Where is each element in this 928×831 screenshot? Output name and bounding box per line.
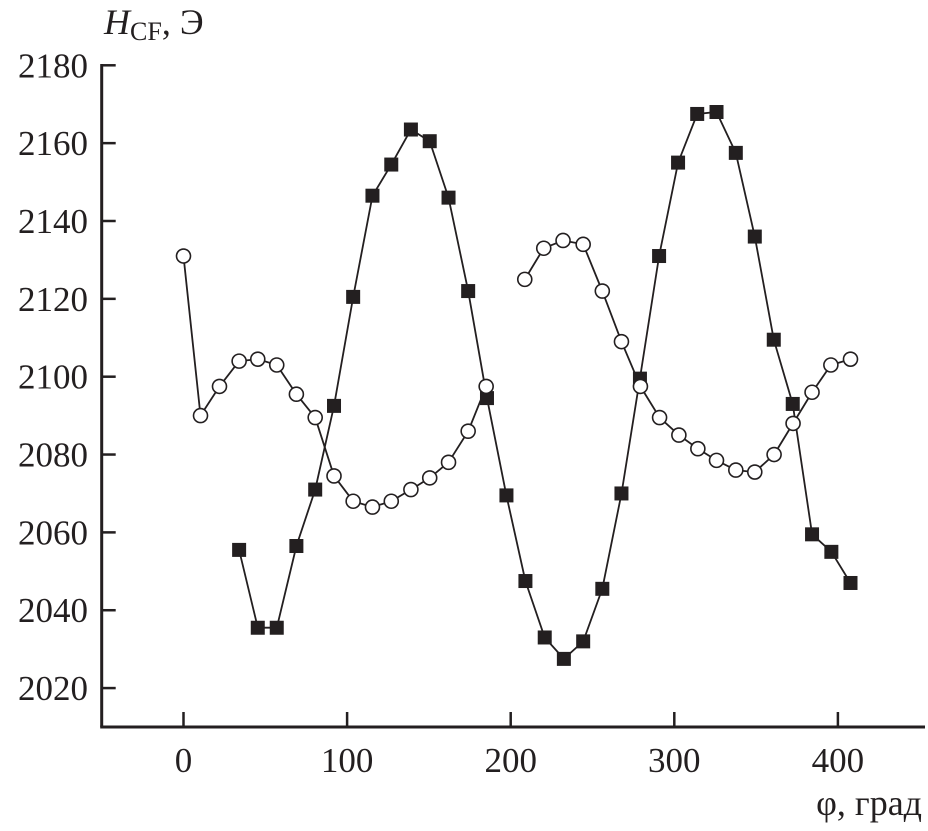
series-markers bbox=[175, 105, 859, 666]
y-tick-label: 2080 bbox=[18, 436, 88, 475]
circle-marker bbox=[211, 378, 228, 395]
square-marker bbox=[556, 651, 571, 666]
circle-marker bbox=[440, 454, 457, 471]
y-axis-label: HCF, Э bbox=[103, 2, 204, 46]
series-lines bbox=[182, 111, 852, 661]
circle-marker bbox=[671, 427, 687, 443]
square-marker bbox=[805, 527, 820, 542]
square-marker bbox=[269, 620, 284, 635]
square-marker bbox=[747, 229, 762, 244]
circle-marker bbox=[268, 357, 285, 373]
square-marker bbox=[441, 190, 456, 205]
y-tick-label: 2060 bbox=[18, 513, 88, 552]
square-marker bbox=[652, 249, 667, 264]
circle-marker bbox=[708, 452, 725, 469]
axes bbox=[100, 64, 925, 729]
circle-marker bbox=[690, 440, 706, 457]
x-tick-label: 300 bbox=[648, 741, 701, 780]
y-tick-label: 2020 bbox=[18, 669, 88, 708]
circle-marker bbox=[535, 240, 552, 257]
y-tick-label: 2040 bbox=[18, 591, 88, 630]
y-axis-label-main: H bbox=[103, 2, 132, 42]
square-marker bbox=[327, 398, 342, 413]
circle-marker bbox=[175, 248, 192, 264]
square-marker bbox=[518, 574, 533, 589]
circle-marker bbox=[249, 351, 266, 367]
y-tick-label: 2140 bbox=[18, 202, 88, 241]
circle-marker bbox=[326, 468, 342, 484]
circle-marker bbox=[594, 283, 611, 299]
x-tick-label: 0 bbox=[175, 741, 193, 780]
square-marker bbox=[824, 544, 839, 559]
square-marker bbox=[728, 145, 743, 160]
x-ticks: 0 100 200 300 400 bbox=[175, 712, 864, 780]
circle-marker bbox=[516, 271, 533, 288]
circle-marker bbox=[364, 499, 381, 515]
y-axis-label-sub: CF bbox=[130, 17, 162, 46]
circle-marker bbox=[383, 493, 400, 510]
circle-marker bbox=[192, 407, 209, 424]
circle-marker bbox=[766, 446, 782, 463]
circle-marker bbox=[575, 236, 591, 253]
square-marker bbox=[690, 106, 705, 121]
square-marker bbox=[365, 188, 380, 203]
circle-marker bbox=[478, 378, 494, 395]
square-marker bbox=[614, 486, 629, 501]
circle-marker bbox=[651, 409, 668, 426]
circle-marker bbox=[555, 232, 571, 249]
circle-marker bbox=[804, 384, 820, 401]
square-marker bbox=[250, 620, 265, 635]
y-axis-label-unit: , Э bbox=[162, 2, 204, 42]
y-tick-label: 2180 bbox=[18, 46, 88, 85]
square-marker bbox=[422, 134, 437, 149]
square-marker bbox=[308, 482, 323, 497]
square-marker bbox=[384, 157, 399, 172]
circle-marker bbox=[632, 378, 649, 395]
square-marker bbox=[576, 634, 591, 649]
y-ticks: 2020 2040 2060 2080 2100 2120 2140 2160 2180 bbox=[18, 46, 116, 708]
circle-marker bbox=[460, 423, 476, 439]
circle-marker bbox=[421, 470, 438, 486]
circle-marker bbox=[728, 462, 744, 478]
circle-marker bbox=[288, 386, 305, 403]
x-tick-label: 400 bbox=[812, 741, 865, 780]
square-marker bbox=[843, 575, 858, 590]
filled-squares-line bbox=[238, 111, 852, 661]
square-marker bbox=[537, 630, 552, 645]
circle-marker bbox=[842, 351, 859, 367]
square-marker bbox=[499, 488, 514, 503]
square-marker bbox=[403, 122, 418, 137]
square-marker bbox=[346, 289, 361, 304]
circle-marker bbox=[345, 493, 361, 510]
x-tick-label: 100 bbox=[321, 741, 374, 780]
circle-marker bbox=[613, 333, 630, 350]
x-tick-label: 200 bbox=[484, 741, 537, 780]
y-tick-label: 2120 bbox=[18, 280, 88, 319]
square-marker bbox=[671, 155, 686, 170]
square-marker bbox=[766, 332, 781, 347]
x-axis-label: φ, град bbox=[816, 783, 922, 823]
square-marker bbox=[709, 105, 724, 120]
square-marker bbox=[479, 391, 494, 406]
y-tick-label: 2100 bbox=[18, 358, 88, 397]
circle-marker bbox=[231, 353, 247, 369]
circle-marker bbox=[403, 481, 419, 498]
square-marker bbox=[785, 396, 800, 411]
square-marker bbox=[289, 539, 304, 554]
square-marker bbox=[461, 284, 476, 299]
circle-marker bbox=[746, 464, 763, 480]
circle-marker bbox=[823, 357, 839, 373]
square-marker bbox=[595, 581, 610, 596]
open-circles-line bbox=[524, 239, 851, 474]
circle-marker bbox=[785, 415, 801, 432]
circle-marker bbox=[307, 409, 323, 426]
y-tick-label: 2160 bbox=[18, 124, 88, 163]
square-marker bbox=[232, 542, 247, 557]
